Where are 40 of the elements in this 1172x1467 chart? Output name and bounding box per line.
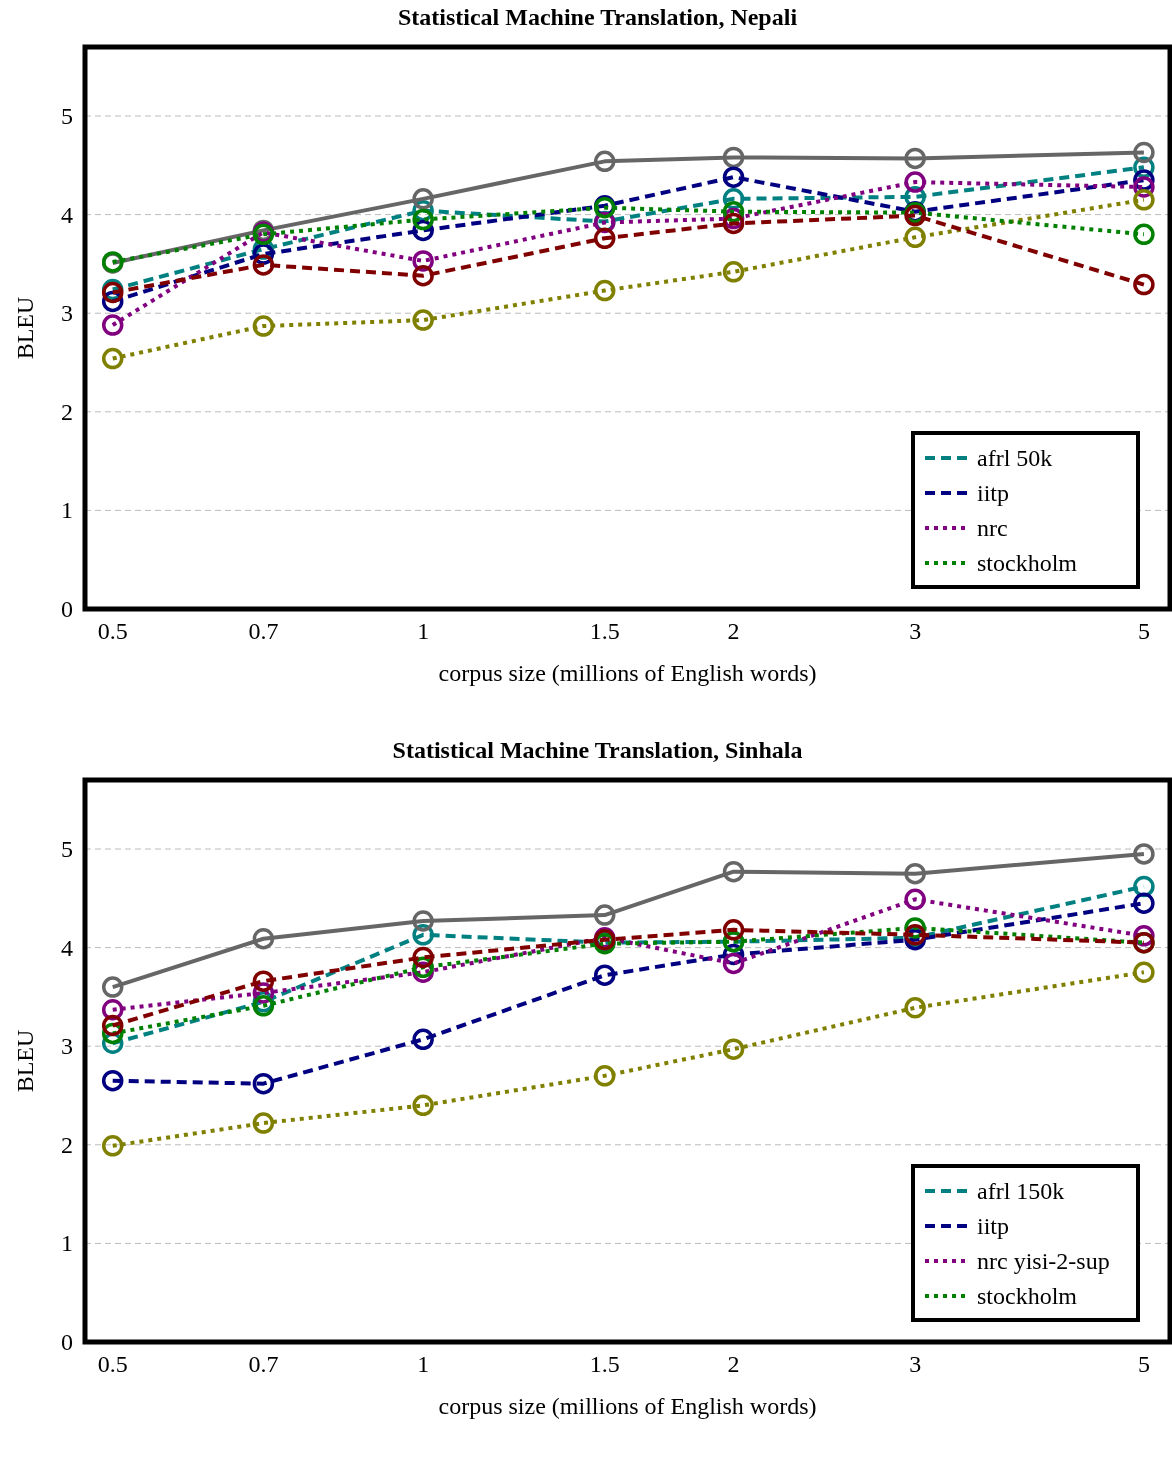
legend-label: iitp [977, 480, 1010, 506]
legend-label: stockholm [977, 550, 1078, 576]
y-tick-label: 4 [61, 201, 73, 228]
y-tick-label: 5 [61, 103, 73, 130]
legend-label: afrl 50k [977, 445, 1053, 471]
x-axis-title: corpus size (millions of English words) [438, 660, 817, 686]
y-tick-label: 0 [61, 1329, 73, 1355]
y-tick-label: 1 [61, 497, 73, 524]
y-tick-label: 3 [61, 300, 73, 327]
legend-label: stockholm [977, 1283, 1078, 1309]
y-tick-label: 2 [61, 1131, 73, 1158]
x-tick-label: 5 [1137, 618, 1150, 644]
y-tick-label: 3 [61, 1033, 73, 1060]
chart-title: Statistical Machine Translation, Sinhala [392, 737, 803, 763]
y-tick-label: 4 [61, 934, 73, 961]
x-tick-label: 2 [727, 1351, 740, 1377]
x-tick-label: 0.7 [248, 1351, 279, 1377]
y-axis-title: BLEU [12, 296, 38, 360]
x-tick-label: 3 [909, 618, 922, 644]
legend-label: afrl 150k [977, 1178, 1065, 1204]
x-tick-label: 0.5 [97, 618, 128, 644]
x-tick-label: 1.5 [589, 618, 620, 644]
y-axis-title: BLEU [12, 1029, 38, 1093]
y-tick-label: 1 [61, 1230, 73, 1257]
x-tick-label: 2 [727, 618, 740, 644]
x-tick-label: 3 [909, 1351, 922, 1377]
legend-label: iitp [977, 1213, 1010, 1239]
y-tick-label: 2 [61, 398, 73, 425]
legend-label: nrc [977, 515, 1008, 541]
x-tick-label: 5 [1137, 1351, 1150, 1377]
x-tick-label: 1 [417, 1351, 430, 1377]
x-tick-label: 1 [417, 618, 430, 644]
x-axis-title: corpus size (millions of English words) [438, 1393, 817, 1419]
x-tick-label: 1.5 [589, 1351, 620, 1377]
y-tick-label: 5 [61, 836, 73, 863]
chart-title: Statistical Machine Translation, Nepali [397, 4, 798, 30]
legend-label: nrc yisi-2-sup [977, 1248, 1110, 1274]
x-tick-label: 0.5 [97, 1351, 128, 1377]
x-tick-label: 0.7 [248, 618, 279, 644]
y-tick-label: 0 [61, 596, 73, 622]
